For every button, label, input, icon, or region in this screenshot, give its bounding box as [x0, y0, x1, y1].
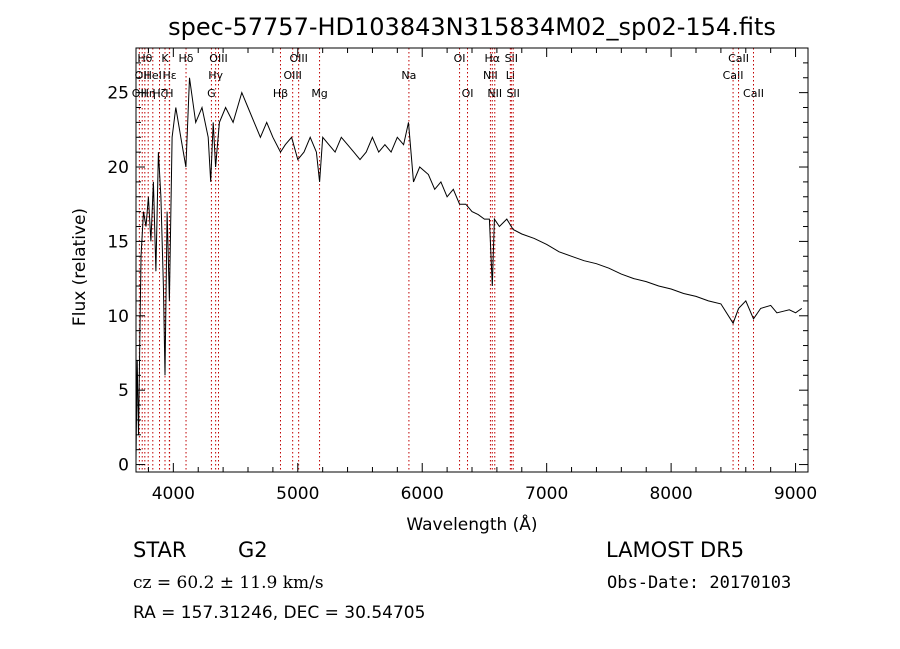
line-marker-label-23: Li [506, 69, 515, 82]
x-tick-label-2: 6000 [401, 484, 444, 504]
line-marker-label-2: Hθ [137, 52, 152, 65]
y-tick-label-2: 10 [107, 307, 129, 327]
line-marker-label-20: NII [483, 69, 498, 82]
spectrum-line-0 [135, 77, 803, 461]
spectrum-series [135, 77, 803, 461]
line-marker-label-6: K [161, 52, 169, 65]
y-tick-label-0: 0 [118, 456, 129, 476]
line-marker-label-22: NII [487, 87, 502, 100]
object-class: STAR [133, 538, 187, 562]
line-marker-label-26: CaII [723, 69, 744, 82]
line-marker-label-10: G [207, 87, 216, 100]
obs-date: Obs-Date: 20170103 [607, 573, 792, 593]
y-axis-label: Flux (relative) [70, 208, 90, 326]
redshift-text: cz = 60.2 ± 11.9 km/s [133, 573, 324, 593]
object-subclass: G2 [238, 538, 268, 562]
line-marker-label-4: HeI [144, 69, 162, 82]
line-marker-label-18: OI [454, 52, 466, 65]
line-marker-label-17: Na [401, 69, 416, 82]
line-marker-label-16: Mg [311, 87, 327, 100]
line-marker-label-27: CaII [728, 52, 749, 65]
line-marker-label-13: Hβ [273, 87, 288, 100]
line-marker-label-9: Hδ [179, 52, 194, 65]
x-tick-label-5: 9000 [774, 484, 817, 504]
chart-title: spec-57757-HD103843N315834M02_sp02-154.f… [168, 13, 776, 41]
x-tick-label-4: 8000 [649, 484, 692, 504]
line-marker-label-15: OIII [289, 52, 307, 65]
line-marker-label-21: Hα [485, 52, 501, 65]
x-axis-label: Wavelength (Å) [406, 513, 537, 535]
line-marker-label-11: Hγ [208, 69, 223, 82]
x-tick-label-3: 7000 [525, 484, 568, 504]
coordinates-text: RA = 157.31246, DEC = 30.54705 [133, 603, 426, 623]
plot-frame [135, 47, 809, 473]
line-markers: OIIOIIHθHηHeIHζKHHεHδGHγOIIIHβOIIIOIIIMg… [132, 48, 764, 472]
line-marker-label-3: Hη [141, 87, 156, 100]
line-marker-label-1: OII [135, 69, 150, 82]
line-marker-label-12: OIII [209, 52, 227, 65]
line-marker-label-25: SII [506, 87, 519, 100]
line-marker-label-5: Hζ [152, 87, 166, 100]
x-tick-label-0: 4000 [152, 484, 195, 504]
survey-name: LAMOST DR5 [606, 538, 745, 562]
x-tick-label-1: 5000 [276, 484, 319, 504]
line-marker-label-8: Hε [162, 69, 176, 82]
y-tick-label-5: 25 [107, 84, 129, 104]
line-marker-label-19: OI [462, 87, 474, 100]
line-marker-label-24: SII [505, 52, 518, 65]
line-marker-label-14: OIII [283, 69, 301, 82]
y-tick-label-1: 5 [118, 381, 129, 401]
line-marker-label-28: CaII [743, 87, 764, 100]
y-tick-label-3: 15 [107, 232, 129, 252]
axes: 4000 5000 6000 7000 8000 9000 0 5 10 15 20 25 [107, 47, 817, 504]
y-tick-label-4: 20 [107, 158, 129, 178]
